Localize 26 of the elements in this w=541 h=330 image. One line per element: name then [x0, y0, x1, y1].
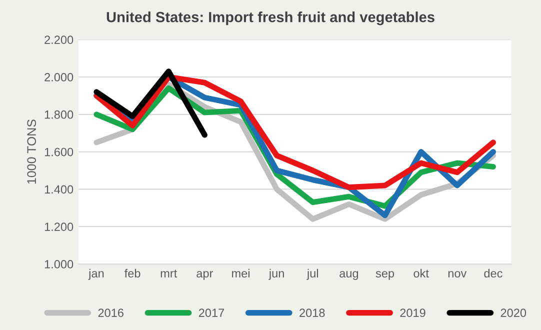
y-tick-label: 1.800: [44, 110, 74, 119]
legend-label: 2016: [98, 308, 124, 318]
x-tick-label: jul: [306, 268, 318, 280]
x-tick-label: mei: [232, 268, 250, 278]
chart-title: United States: Import fresh fruit and vegetables: [106, 12, 434, 26]
y-tick-label: 2.000: [44, 73, 74, 82]
x-tick-label: sep: [376, 271, 394, 280]
x-tick-label: jan: [88, 268, 104, 280]
legend-label: 2018: [300, 308, 325, 318]
y-tick-label: 1.200: [44, 222, 74, 231]
y-tick-label: 1.600: [44, 148, 74, 156]
x-tick-label: feb: [124, 268, 140, 278]
legend-label: 2020: [500, 308, 526, 318]
y-tick-label: 1.400: [44, 185, 74, 194]
legend-label: 2019: [400, 308, 426, 318]
x-tick-label: mrt: [160, 270, 178, 278]
x-tick-label: okt: [414, 268, 429, 278]
x-tick-label: dec: [484, 268, 502, 278]
y-tick-label: 1.000: [44, 260, 74, 268]
x-tick-label: aug: [340, 271, 358, 280]
x-tick-label: jun: [268, 268, 284, 280]
x-tick-label: apr: [196, 271, 214, 280]
y-tick-label: 2.200: [44, 36, 74, 44]
legend-label: 2017: [198, 308, 224, 318]
x-tick-label: nov: [448, 271, 467, 278]
y-axis-title: 1000 TONS: [27, 120, 36, 184]
